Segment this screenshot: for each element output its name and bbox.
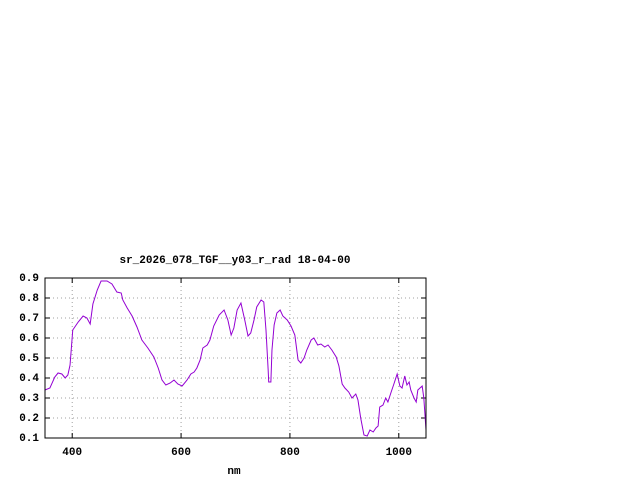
y-tick-label: 0.2 [19, 413, 39, 425]
x-tick-label: 400 [62, 447, 82, 459]
y-tick-label: 0.3 [19, 393, 39, 405]
data-line [44, 280, 427, 437]
y-tick-label: 0.6 [19, 333, 39, 345]
y-tick-label: 0.7 [19, 313, 39, 325]
x-tick-label: 1000 [386, 447, 412, 459]
x-tick-label: 600 [171, 447, 191, 459]
y-tick-label: 0.4 [19, 373, 39, 385]
x-tick-label: 800 [280, 447, 300, 459]
plot-border [44, 277, 427, 439]
y-tick-label: 0.9 [19, 273, 39, 285]
y-tick-label: 0.8 [19, 293, 39, 305]
chart-title: sr_2026_078_TGF__y03_r_rad 18-04-00 [119, 255, 350, 267]
y-tick-label: 0.5 [19, 353, 39, 365]
x-axis-label: nm [227, 466, 241, 478]
y-tick-label: 0.1 [19, 433, 39, 445]
